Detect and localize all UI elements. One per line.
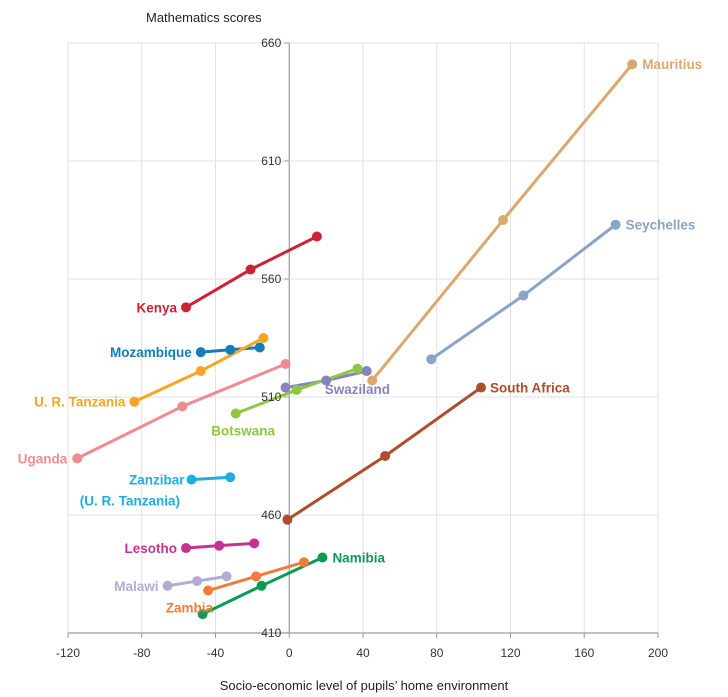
x-tick-label: 80: [430, 646, 444, 660]
data-point-lesotho: [214, 540, 225, 551]
data-point-u-r-tanzania: [258, 333, 269, 343]
data-point-mauritius: [498, 215, 509, 225]
data-point-south-africa: [282, 514, 293, 525]
data-point-botswana: [291, 384, 302, 395]
data-point-u-r-tanzania: [129, 396, 140, 407]
data-point-zanzibar-u-r-tanzania: [225, 472, 236, 483]
series-label-kenya: Kenya: [136, 300, 177, 315]
data-point-zambia: [203, 585, 214, 596]
data-point-botswana: [230, 408, 241, 419]
tick-labels: -120 -80 -40 0 40 80 120 160 200 410 460 510 560 610 6…: [56, 36, 668, 660]
data-point-kenya: [245, 264, 256, 275]
y-tick-label: 560: [261, 272, 281, 286]
data-point-kenya: [311, 231, 322, 242]
data-point-seychelles: [610, 219, 621, 230]
data-point-malawi: [162, 580, 173, 591]
series-label-lesotho: Lesotho: [125, 541, 178, 556]
y-axis-title: Mathematics scores: [146, 10, 262, 25]
series-label-u-r-tanzania: U. R. Tanzania: [34, 395, 126, 410]
series-label-uganda: Uganda: [18, 451, 68, 466]
x-tick-label: -40: [207, 646, 225, 660]
data-point-lesotho: [249, 538, 260, 549]
data-point-seychelles: [426, 354, 437, 365]
series-label-zambia: Zambia: [166, 601, 214, 616]
data-point-swaziland: [321, 375, 332, 386]
series-label-namibia: Namibia: [332, 550, 385, 565]
series-label-botswana: Botswana: [211, 424, 275, 439]
data-point-uganda: [280, 358, 291, 369]
series-label-mozambique: Mozambique: [110, 345, 192, 360]
data-point-south-africa: [380, 451, 391, 461]
series-label-zanzibar-u-r-tanzania: Zanzibar (U. R. Tanzania): [80, 473, 186, 509]
data-point-namibia: [197, 609, 208, 620]
series-label-seychelles: Seychelles: [626, 218, 696, 233]
data-point-malawi: [192, 576, 203, 587]
series-label-swaziland: Swaziland: [325, 382, 390, 397]
series-label-malawi: Malawi: [114, 579, 158, 594]
x-tick-label: 160: [574, 646, 594, 660]
data-point-swaziland: [361, 366, 372, 377]
x-tick-label: 200: [648, 646, 668, 660]
data-point-kenya: [181, 302, 191, 313]
x-axis-title: Socio-economic level of pupils’ home env…: [220, 678, 509, 693]
data-point-mauritius: [367, 375, 378, 386]
x-tick-label: 0: [286, 646, 293, 660]
data-point-swaziland: [280, 382, 291, 393]
series-line-zanzibar-u-r-tanzania: [190, 475, 232, 482]
data-point-seychelles: [518, 290, 529, 301]
y-tick-label: 410: [261, 626, 281, 640]
data-point-u-r-tanzania: [195, 366, 206, 377]
y-tick-label: 460: [261, 508, 281, 522]
x-tick-label: 40: [356, 646, 370, 660]
x-tick-label: 120: [500, 646, 520, 660]
y-tick-label: 510: [261, 390, 281, 404]
data-point-zambia: [299, 557, 309, 568]
series-label-mauritius: Mauritius: [642, 57, 702, 72]
series-lines: [75, 62, 634, 616]
series-label-south-africa: South Africa: [490, 381, 570, 396]
y-tick-label: 610: [261, 154, 281, 168]
data-point-mozambique: [225, 344, 236, 355]
data-point-uganda: [177, 401, 188, 412]
data-point-mozambique: [195, 347, 206, 358]
data-point-botswana: [352, 363, 363, 374]
series-points: [72, 59, 638, 620]
data-point-lesotho: [181, 543, 191, 554]
x-tick-label: -80: [133, 646, 151, 660]
data-point-zambia: [251, 571, 262, 582]
data-point-malawi: [221, 571, 232, 582]
x-tick-label: -120: [56, 646, 80, 660]
grid: [67, 42, 659, 638]
data-point-uganda: [72, 453, 83, 464]
data-point-namibia: [317, 552, 328, 563]
data-point-mauritius: [627, 59, 638, 70]
y-tick-label: 660: [261, 36, 281, 50]
data-point-mozambique: [254, 342, 265, 353]
data-point-south-africa: [476, 382, 486, 393]
data-point-zanzibar-u-r-tanzania: [186, 474, 197, 485]
series-labels: Mauritius Seychelles Kenya Mozambique U. R. …: [18, 57, 703, 615]
data-point-namibia: [256, 580, 267, 591]
